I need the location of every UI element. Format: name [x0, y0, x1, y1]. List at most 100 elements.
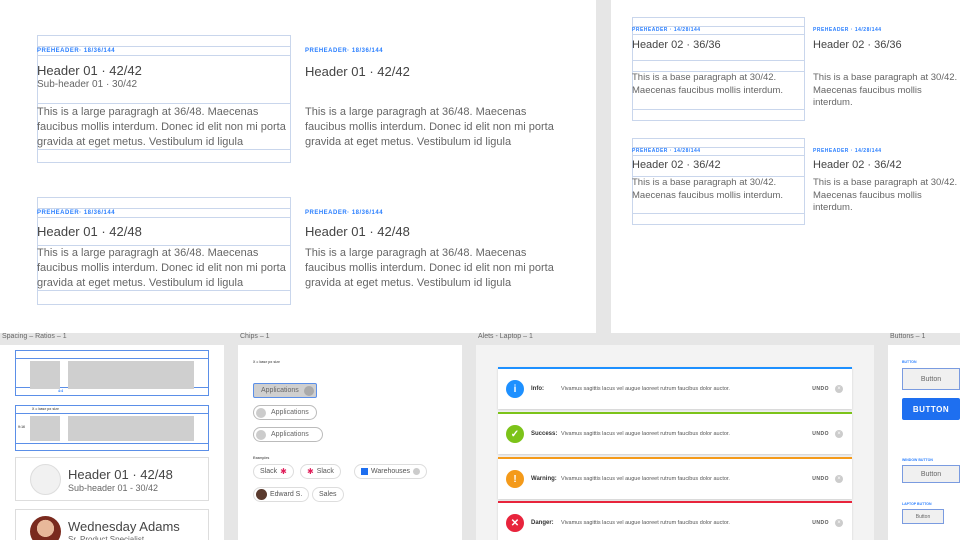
base-paragraph: This is a base paragraph at 30/42. Maece…: [632, 177, 784, 201]
profile-card: Wednesday Adams Sr. Product Specialist: [15, 509, 209, 540]
slack-icon: ✱: [307, 467, 314, 476]
spacing-artboard: 4:4 X = base px size 9:16 Header 01 · 42…: [0, 345, 224, 540]
grid-line: [632, 71, 805, 72]
preheader: PREHEADER· 18/36/144: [37, 210, 116, 216]
chip-text: Warehouses: [371, 468, 411, 475]
type-block-3: PREHEADER· 18/36/144 Header 01 · 42/48 T…: [37, 197, 291, 305]
large-paragraph: This is a large paragragh at 36/48. Maec…: [305, 106, 554, 148]
header-02: Header 02 · 36/42: [632, 159, 721, 171]
type-small-block-4: PREHEADER · 14/28/144 Header 02 · 36/42 …: [813, 138, 960, 225]
artboard-label-chips: Chips – 1: [240, 333, 270, 340]
alert-text: Vivamus sagittis lacus vel augue laoreet…: [561, 476, 730, 482]
close-icon[interactable]: ×: [835, 385, 843, 393]
ratio-note: 4:4: [58, 389, 64, 393]
alert-title: Success:: [531, 431, 558, 437]
large-paragraph: This is a large paragragh at 36/48. Maec…: [37, 247, 286, 289]
close-icon[interactable]: ×: [835, 475, 843, 483]
alerts-artboard: i Info: Vivamus sagittis lacus vel augue…: [476, 345, 874, 540]
type-block-4: PREHEADER· 18/36/144 Header 01 · 42/48 T…: [305, 197, 559, 305]
ratio-rect: [68, 361, 194, 389]
type-small-block-3: PREHEADER · 14/28/144 Header 02 · 36/42 …: [632, 138, 805, 225]
chips-note: X = base px size: [253, 360, 280, 364]
card-header: Header 01 · 42/48: [68, 467, 173, 482]
grid-line: [15, 443, 209, 444]
alert-info: i Info: Vivamus sagittis lacus vel augue…: [498, 367, 852, 409]
info-icon: i: [506, 380, 524, 398]
button-label: Button: [920, 470, 942, 478]
chip-slack[interactable]: Slack ✱: [253, 464, 294, 479]
preheader: PREHEADER · 14/28/144: [632, 27, 701, 33]
alert-text: Vivamus sagittis lacus vel augue laoreet…: [561, 520, 730, 526]
undo-button[interactable]: UNDO: [812, 386, 829, 392]
button-label: BUTTON: [912, 404, 950, 414]
alert-warning: ! Warning: Vivamus sagittis lacus vel au…: [498, 457, 852, 499]
alert-title: Danger:: [531, 520, 554, 526]
grid-box: [37, 197, 291, 305]
grid-line: [37, 290, 291, 291]
avatar: [256, 489, 267, 500]
base-paragraph: This is a base paragraph at 30/42. Maece…: [813, 72, 958, 108]
undo-button[interactable]: UNDO: [812, 431, 829, 437]
header-01: Header 01 · 42/48: [37, 224, 142, 239]
grid-line: [632, 60, 805, 61]
chip-label: Applications: [271, 431, 309, 438]
undo-button[interactable]: UNDO: [812, 520, 829, 526]
undo-button[interactable]: UNDO: [812, 476, 829, 482]
typography-small-artboard: PREHEADER · 14/28/144 Header 02 · 36/36 …: [611, 0, 960, 333]
button-spec[interactable]: Button: [902, 368, 960, 390]
grid-line: [37, 208, 291, 209]
chip-text: Slack: [260, 468, 278, 475]
chip-slack-2[interactable]: ✱ Slack: [300, 464, 341, 479]
chip-close-icon: [304, 386, 314, 396]
header-01: Header 01 · 42/48: [305, 224, 410, 239]
ratio-box-2: [15, 405, 209, 451]
primary-button[interactable]: BUTTON: [902, 398, 960, 420]
grid-line: [37, 217, 291, 218]
alert-title: Info:: [531, 386, 544, 392]
header-01: Header 01 · 42/42: [305, 64, 410, 79]
artboard-label-spacing: Spacing – Ratios – 1: [2, 333, 67, 340]
alert-text: Vivamus sagittis lacus vel augue laoreet…: [561, 386, 730, 392]
grid-line: [632, 213, 805, 214]
grid-line: [37, 149, 291, 150]
artboard-label-buttons: Buttons – 1: [890, 333, 926, 340]
header-02: Header 02 · 36/36: [632, 39, 721, 51]
check-icon: ✓: [506, 425, 524, 443]
chip-label: Applications: [271, 409, 309, 416]
type-block-2: PREHEADER· 18/36/144 Header 01 · 42/42 T…: [305, 35, 559, 163]
preheader: PREHEADER · 14/28/144: [632, 148, 701, 154]
button-label: Button: [915, 513, 931, 520]
chips-artboard: X = base px size Applications Applicatio…: [238, 345, 462, 540]
chip-close-icon[interactable]: [413, 468, 421, 475]
avatar: [30, 516, 61, 540]
window-button-spec[interactable]: Button: [902, 465, 960, 483]
laptop-button-spec[interactable]: Button: [902, 509, 944, 524]
ratio-square: [30, 361, 60, 389]
chip-person[interactable]: Edward S.: [253, 487, 310, 502]
preheader: PREHEADER· 18/36/144: [305, 48, 384, 54]
preheader: PREHEADER · 14/28/144: [813, 27, 882, 33]
chip-spec-1: Applications: [253, 383, 317, 398]
grid-box: [632, 17, 805, 121]
button-spec-label: BUTTON: [902, 360, 917, 364]
chip-text: Edward S.: [270, 491, 303, 498]
grid-line: [632, 34, 805, 35]
chip-text: Sales: [319, 491, 337, 498]
button-spec-label: WINDOW BUTTON: [902, 458, 933, 462]
type-small-block-1: PREHEADER · 14/28/144 Header 02 · 36/36 …: [632, 17, 805, 121]
ratio-square: [30, 416, 60, 441]
close-icon[interactable]: ×: [835, 519, 843, 527]
grid-box: [37, 35, 291, 163]
header-01: Header 01 · 42/42: [37, 63, 142, 78]
card-subheader: Sub-header 01 - 30/42: [68, 483, 159, 493]
base-paragraph: This is a base paragraph at 30/42. Maece…: [632, 72, 784, 96]
chip-sales[interactable]: Sales: [312, 487, 344, 502]
button-spec-label: LAPTOP BUTTON: [902, 502, 932, 506]
profile-role: Sr. Product Specialist: [68, 535, 145, 540]
grid-line: [632, 109, 805, 110]
sub-header: Sub-header 01 · 30/42: [37, 79, 138, 90]
ratio-box-1: [15, 350, 209, 396]
grid-line: [632, 176, 805, 177]
chip-warehouses[interactable]: Warehouses: [354, 464, 428, 479]
close-icon[interactable]: ×: [835, 430, 843, 438]
